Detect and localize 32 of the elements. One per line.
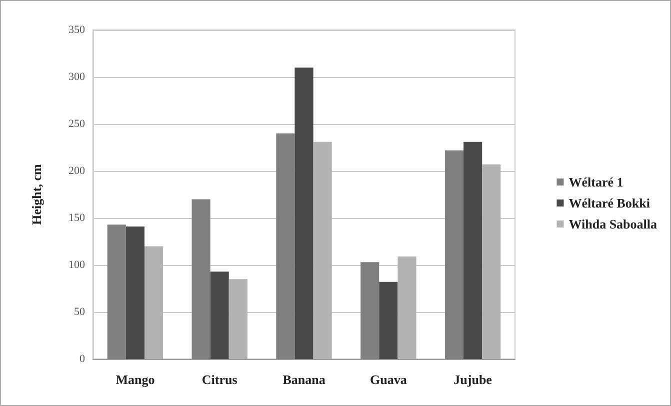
legend-label: Wéltaré Bokki [568, 196, 650, 210]
y-tick-label: 200 [68, 165, 86, 177]
y-tick-label: 0 [80, 353, 86, 365]
bar [360, 262, 380, 359]
y-axis-title: Height, cm [29, 164, 44, 225]
y-tick-label: 350 [68, 24, 86, 36]
bar [192, 199, 210, 359]
bar [482, 164, 501, 359]
y-tick-label: 50 [74, 306, 86, 318]
bar [107, 224, 126, 359]
bar [294, 68, 314, 359]
bar [464, 142, 482, 359]
x-tick-label: Guava [370, 372, 408, 387]
x-tick-label: Banana [282, 372, 326, 387]
legend-label: Wéltaré 1 [568, 174, 624, 190]
y-tick-label: 300 [68, 71, 86, 83]
bar [379, 282, 398, 359]
bar [210, 272, 229, 359]
bar [228, 279, 248, 359]
bar [126, 226, 144, 359]
bar [444, 150, 464, 359]
bar [313, 142, 332, 359]
y-tick-label: 250 [68, 118, 86, 130]
y-tick-label: 150 [68, 212, 86, 224]
x-tick-label: Mango [116, 372, 155, 387]
y-tick-label: 100 [68, 259, 86, 271]
legend-label: Wihda Saboalla [568, 216, 658, 232]
x-tick-label: Citrus [202, 372, 238, 387]
bar [398, 256, 416, 359]
bar [144, 246, 164, 359]
x-tick-label: Jujube [454, 372, 492, 387]
bar [276, 133, 295, 359]
